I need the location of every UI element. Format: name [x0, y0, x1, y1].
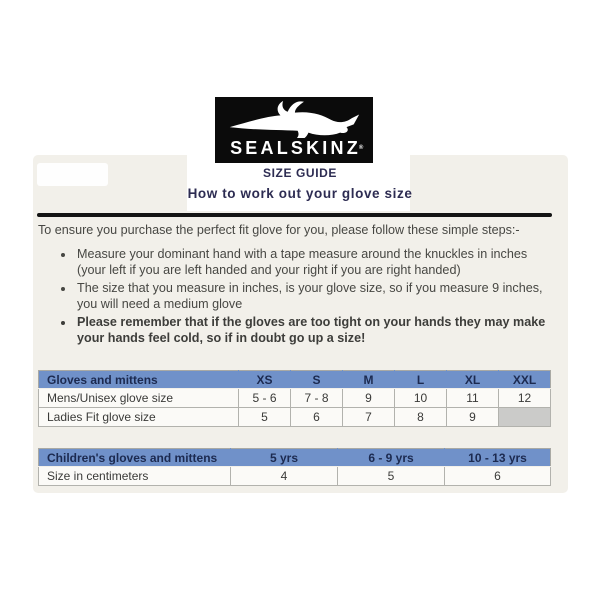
column-header: L: [394, 370, 447, 389]
row-label: Ladies Fit glove size: [38, 407, 239, 427]
divider-line: [37, 213, 552, 217]
size-cell: 12: [498, 388, 551, 408]
page-title: SIZE GUIDE: [262, 166, 337, 180]
instruction-item: Measure your dominant hand with a tape m…: [75, 246, 557, 279]
size-cell: 6: [444, 466, 551, 486]
row-label: Mens/Unisex glove size: [38, 388, 239, 408]
row-label: Size in centimeters: [38, 466, 231, 486]
table-row: Ladies Fit glove size 5 6 7 8 9: [38, 407, 551, 427]
table-header-row: Children's gloves and mittens 5 yrs 6 - …: [38, 448, 551, 467]
size-cell: 5: [238, 407, 291, 427]
column-header: 10 - 13 yrs: [444, 448, 551, 467]
size-cell: 5: [337, 466, 445, 486]
children-size-table: Children's gloves and mittens 5 yrs 6 - …: [38, 448, 551, 486]
table-row: Mens/Unisex glove size 5 - 6 7 - 8 9 10 …: [38, 388, 551, 408]
size-cell: 7 - 8: [290, 388, 343, 408]
seal-icon: [224, 100, 364, 138]
size-cell: 8: [394, 407, 447, 427]
column-header: 6 - 9 yrs: [337, 448, 445, 467]
column-header: XS: [238, 370, 291, 389]
adult-size-table: Gloves and mittens XS S M L XL XXL Mens/…: [38, 370, 551, 427]
size-cell: 4: [230, 466, 338, 486]
column-header: XXL: [498, 370, 551, 389]
instruction-item: The size that you measure in inches, is …: [75, 280, 557, 313]
size-cell: 9: [342, 388, 395, 408]
header-white-backdrop: [187, 155, 410, 211]
content-panel: [33, 155, 568, 493]
brand-text: SEALSKINZ: [230, 138, 361, 158]
column-header: S: [290, 370, 343, 389]
empty-size-cell: [498, 407, 551, 427]
brand-logo: SEALSKINZ ®: [215, 97, 373, 163]
column-header: 5 yrs: [230, 448, 338, 467]
intro-text: To ensure you purchase the perfect fit g…: [38, 223, 520, 237]
size-cell: 10: [394, 388, 447, 408]
instruction-item: Please remember that if the gloves are t…: [75, 314, 557, 347]
size-cell: 7: [342, 407, 395, 427]
table-row: Size in centimeters 4 5 6: [38, 466, 551, 486]
registered-trademark-symbol: ®: [358, 145, 364, 151]
column-header: Gloves and mittens: [38, 370, 239, 389]
size-cell: 5 - 6: [238, 388, 291, 408]
column-header: M: [342, 370, 395, 389]
brand-wordmark: SEALSKINZ ®: [227, 138, 364, 158]
table-header-row: Gloves and mittens XS S M L XL XXL: [38, 370, 551, 389]
size-cell: 11: [446, 388, 499, 408]
column-header: XL: [446, 370, 499, 389]
size-cell: 6: [290, 407, 343, 427]
page-subtitle: How to work out your glove size: [187, 186, 413, 201]
top-left-white-box: [37, 163, 108, 186]
column-header: Children's gloves and mittens: [38, 448, 231, 467]
instructions-list: Measure your dominant hand with a tape m…: [57, 246, 557, 347]
size-cell: 9: [446, 407, 499, 427]
